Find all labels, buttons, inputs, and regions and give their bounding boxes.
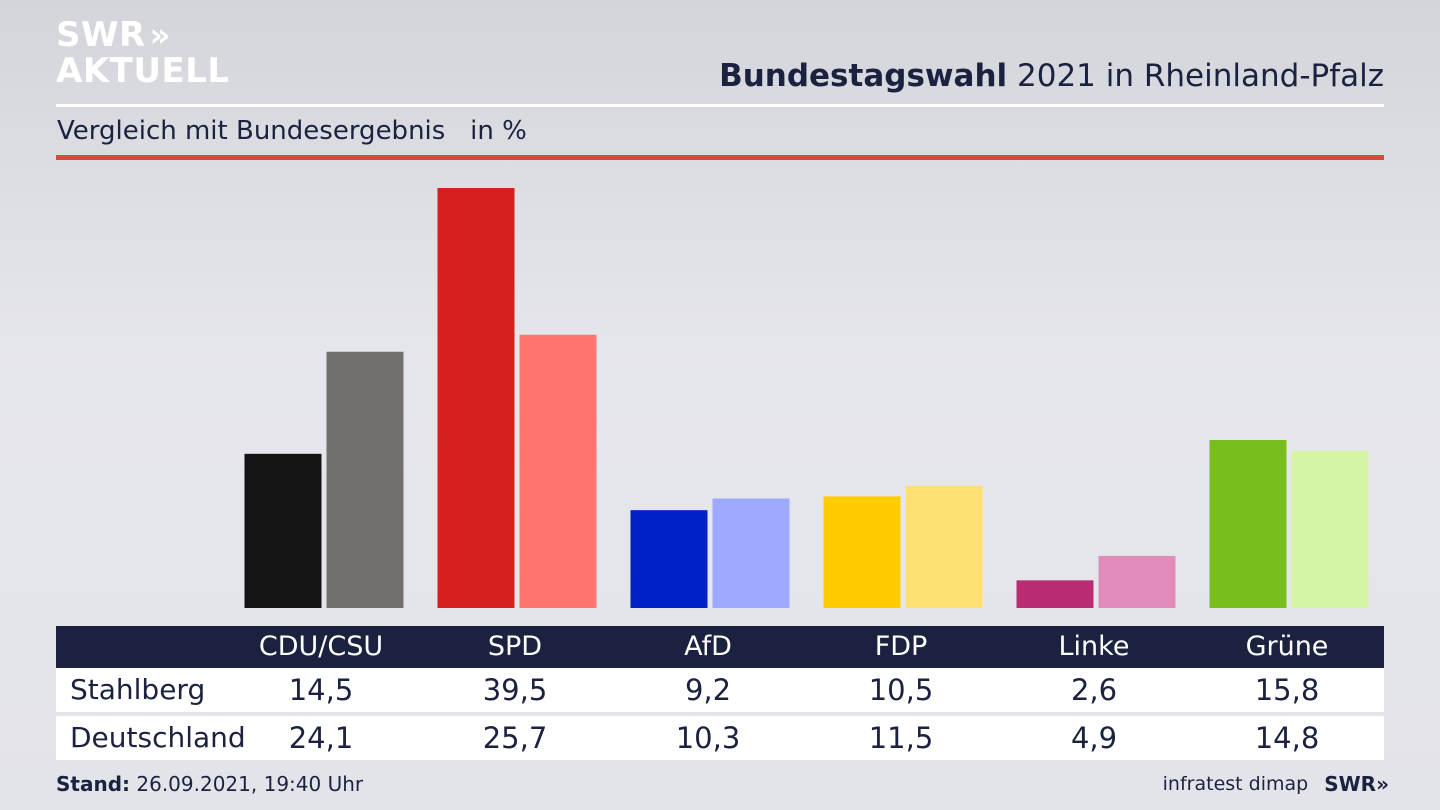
logo-aktuell-text: AKTUELL <box>56 51 230 91</box>
title-bold: Bundestagswahl <box>719 58 1008 94</box>
logo-swr-text: SWR <box>56 15 146 55</box>
table-row-deutschland: Deutschland 24,1 25,7 10,3 11,5 4,9 14,8 <box>56 716 1384 760</box>
bar-spd-stahlberg <box>437 188 515 608</box>
bar-fdp-deutschland <box>905 485 983 608</box>
bar-gr-ne-deutschland <box>1291 450 1369 608</box>
bar-cdu-csu-deutschland <box>326 351 404 608</box>
stand-value: 26.09.2021, 19:40 Uhr <box>130 772 364 796</box>
bar-linke-stahlberg <box>1016 580 1094 608</box>
header-cell-afd: AfD <box>684 631 732 662</box>
bar-chart <box>244 188 1369 608</box>
swr-small-text: SWR <box>1324 772 1377 796</box>
swr-small-arrows-icon: » <box>1376 772 1389 796</box>
header-cell-linke: Linke <box>1058 631 1130 662</box>
bar-afd-deutschland <box>712 498 790 608</box>
swr-small-logo: SWR» <box>1324 772 1389 796</box>
table-cell: 9,2 <box>684 673 732 707</box>
logo-swr: SWR » <box>56 18 230 52</box>
table-header: CDU/CSU SPD AfD FDP Linke Grüne <box>56 626 1384 668</box>
table-cell: 11,5 <box>868 721 934 755</box>
table-cell: 10,5 <box>868 673 934 707</box>
source-text: infratest dimap <box>1162 773 1309 795</box>
table-cell: 39,5 <box>482 673 548 707</box>
table-cell: 4,9 <box>1070 721 1118 755</box>
table-cell: 14,5 <box>288 673 354 707</box>
bar-cdu-csu-stahlberg <box>244 453 322 608</box>
header-cell-cdu-csu: CDU/CSU <box>258 631 384 662</box>
header-cell-gruene: Grüne <box>1245 631 1329 662</box>
table-cell: 24,1 <box>288 721 354 755</box>
bar-fdp-stahlberg <box>823 496 901 608</box>
row-label: Deutschland <box>70 721 246 754</box>
table-cell: 10,3 <box>675 721 741 755</box>
table-cell: 25,7 <box>482 721 548 755</box>
chart-subtitle: Vergleich mit Bundesergebnis in % <box>57 116 527 146</box>
subtitle-divider <box>56 155 1384 160</box>
stand-label: Stand: <box>56 772 131 796</box>
table-row-stahlberg: Stahlberg 14,5 39,5 9,2 10,5 2,6 15,8 <box>56 668 1384 712</box>
header-cell-fdp: FDP <box>874 631 928 662</box>
swr-aktuell-logo: SWR » AKTUELL <box>56 18 230 88</box>
title-rest: 2021 in Rheinland-Pfalz <box>1007 58 1384 94</box>
title-divider <box>56 104 1384 107</box>
bar-gr-ne-stahlberg <box>1209 440 1287 608</box>
table-cell: 15,8 <box>1254 673 1320 707</box>
source-credit: infratest dimap SWR» <box>1162 772 1389 796</box>
table-cell: 2,6 <box>1070 673 1118 707</box>
bar-afd-stahlberg <box>630 510 708 608</box>
table-cell: 14,8 <box>1254 721 1320 755</box>
row-label: Stahlberg <box>70 673 206 706</box>
header-cell-spd: SPD <box>487 631 543 662</box>
page-title: Bundestagswahl 2021 in Rheinland-Pfalz <box>719 58 1384 94</box>
bar-spd-deutschland <box>519 334 597 608</box>
timestamp: Stand: 26.09.2021, 19:40 Uhr <box>56 772 363 796</box>
bar-linke-deutschland <box>1098 555 1176 608</box>
